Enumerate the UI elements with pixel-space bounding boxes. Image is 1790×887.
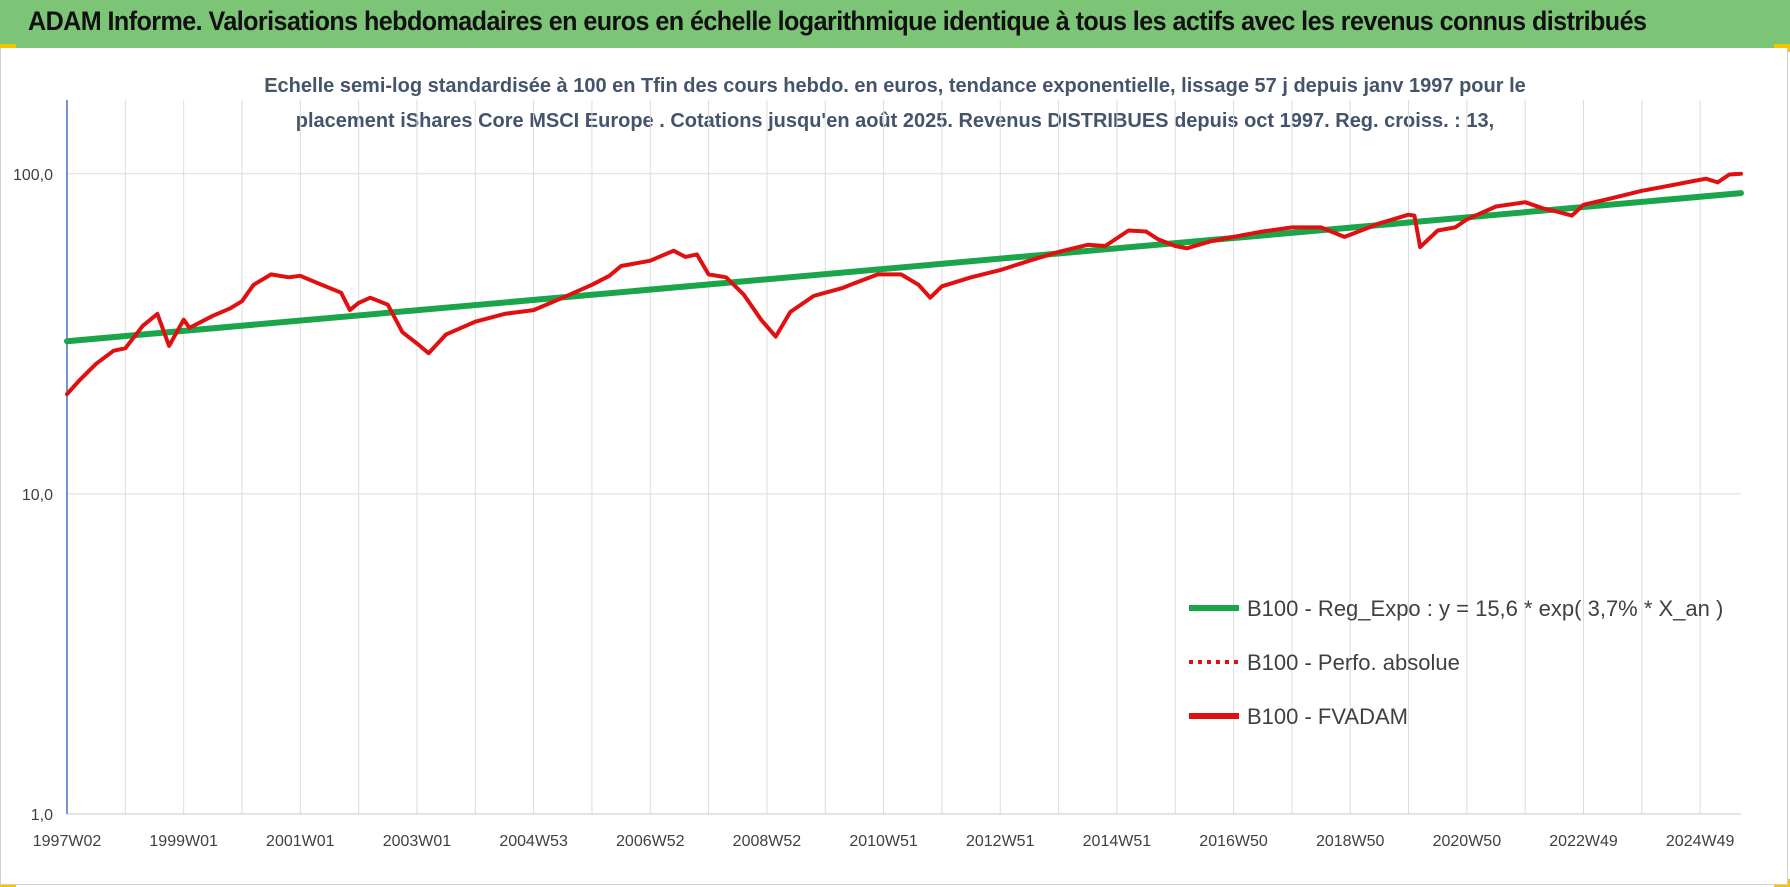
chart-title-line-1: Echelle semi-log standardisée à 100 en T…	[264, 75, 1526, 97]
page-title: ADAM Informe. Valorisations hebdomadaire…	[28, 6, 1647, 36]
legend-label: B100 - FVADAM	[1247, 704, 1408, 729]
series	[64, 171, 1744, 397]
fvadam-line	[65, 171, 1743, 397]
header-bar: ADAM Informe. Valorisations hebdomadaire…	[0, 0, 1790, 48]
y-tick-label: 100,0	[13, 167, 53, 184]
x-tick-label: 2024W49	[1666, 833, 1735, 850]
x-tick-label: 2022W49	[1549, 833, 1618, 850]
x-tick-label: 2014W51	[1083, 833, 1152, 850]
x-tick-label: 2004W53	[499, 833, 568, 850]
regression-line	[64, 190, 1744, 345]
grid	[67, 100, 1741, 815]
x-tick-label: 2006W52	[616, 833, 685, 850]
legend: B100 - Reg_Expo : y = 15,6 * exp( 3,7% *…	[1189, 596, 1723, 729]
x-tick-label: 2012W51	[966, 833, 1035, 850]
x-tick-label: 2020W50	[1433, 833, 1502, 850]
chart-title-line-2: placement iShares Core MSCI Europe . Cot…	[296, 110, 1494, 132]
x-tick-label: 1997W02	[33, 833, 102, 850]
y-tick-label: 1,0	[31, 807, 53, 824]
x-tick-label: 2016W50	[1199, 833, 1268, 850]
x-tick-label: 2001W01	[266, 833, 335, 850]
axes: 1,0 10,0 100,0 1997W02 1999W01 2001W01 2003W01…	[13, 100, 1741, 850]
legend-label: B100 - Perfo. absolue	[1247, 650, 1460, 675]
x-tick-label: 1999W01	[149, 833, 218, 850]
x-tick-label: 2003W01	[383, 833, 452, 850]
chart-area: Echelle semi-log standardisée à 100 en T…	[0, 48, 1788, 885]
legend-label: B100 - Reg_Expo : y = 15,6 * exp( 3,7% *…	[1247, 596, 1723, 621]
chart-svg: Echelle semi-log standardisée à 100 en T…	[13, 75, 1744, 850]
x-tick-label: 2008W52	[733, 833, 802, 850]
x-tick-label: 2010W51	[849, 833, 918, 850]
y-tick-label: 10,0	[22, 487, 53, 504]
x-tick-label: 2018W50	[1316, 833, 1385, 850]
